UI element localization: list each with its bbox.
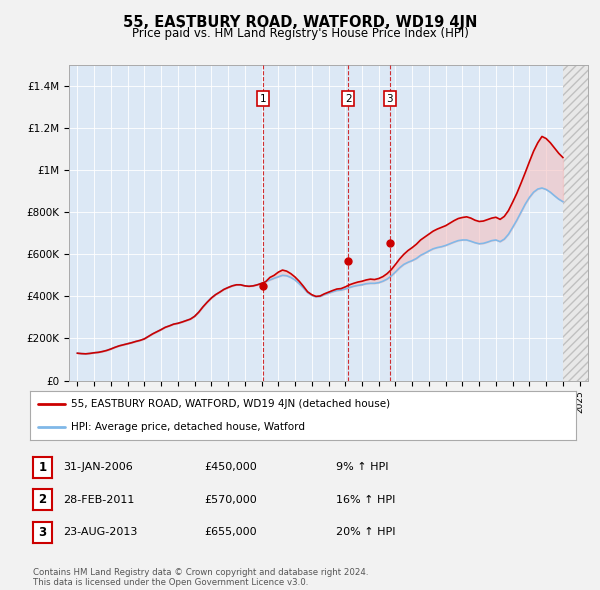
Text: 1: 1 [260, 94, 266, 104]
Text: HPI: Average price, detached house, Watford: HPI: Average price, detached house, Watf… [71, 422, 305, 432]
Text: 3: 3 [38, 526, 47, 539]
Text: 28-FEB-2011: 28-FEB-2011 [63, 495, 134, 504]
Text: 9% ↑ HPI: 9% ↑ HPI [336, 463, 389, 472]
Text: £450,000: £450,000 [204, 463, 257, 472]
Text: 2: 2 [345, 94, 352, 104]
Text: 55, EASTBURY ROAD, WATFORD, WD19 4JN (detached house): 55, EASTBURY ROAD, WATFORD, WD19 4JN (de… [71, 399, 390, 409]
Bar [563, 65, 588, 381]
Text: 20% ↑ HPI: 20% ↑ HPI [336, 527, 395, 537]
Text: 31-JAN-2006: 31-JAN-2006 [63, 463, 133, 472]
Text: £570,000: £570,000 [204, 495, 257, 504]
Text: Price paid vs. HM Land Registry's House Price Index (HPI): Price paid vs. HM Land Registry's House … [131, 27, 469, 40]
Text: 23-AUG-2013: 23-AUG-2013 [63, 527, 137, 537]
Text: 2: 2 [38, 493, 47, 506]
Text: 55, EASTBURY ROAD, WATFORD, WD19 4JN: 55, EASTBURY ROAD, WATFORD, WD19 4JN [123, 15, 477, 30]
Text: £655,000: £655,000 [204, 527, 257, 537]
Text: 1: 1 [38, 461, 47, 474]
Text: 3: 3 [386, 94, 393, 104]
Text: Contains HM Land Registry data © Crown copyright and database right 2024.
This d: Contains HM Land Registry data © Crown c… [33, 568, 368, 587]
Text: 16% ↑ HPI: 16% ↑ HPI [336, 495, 395, 504]
